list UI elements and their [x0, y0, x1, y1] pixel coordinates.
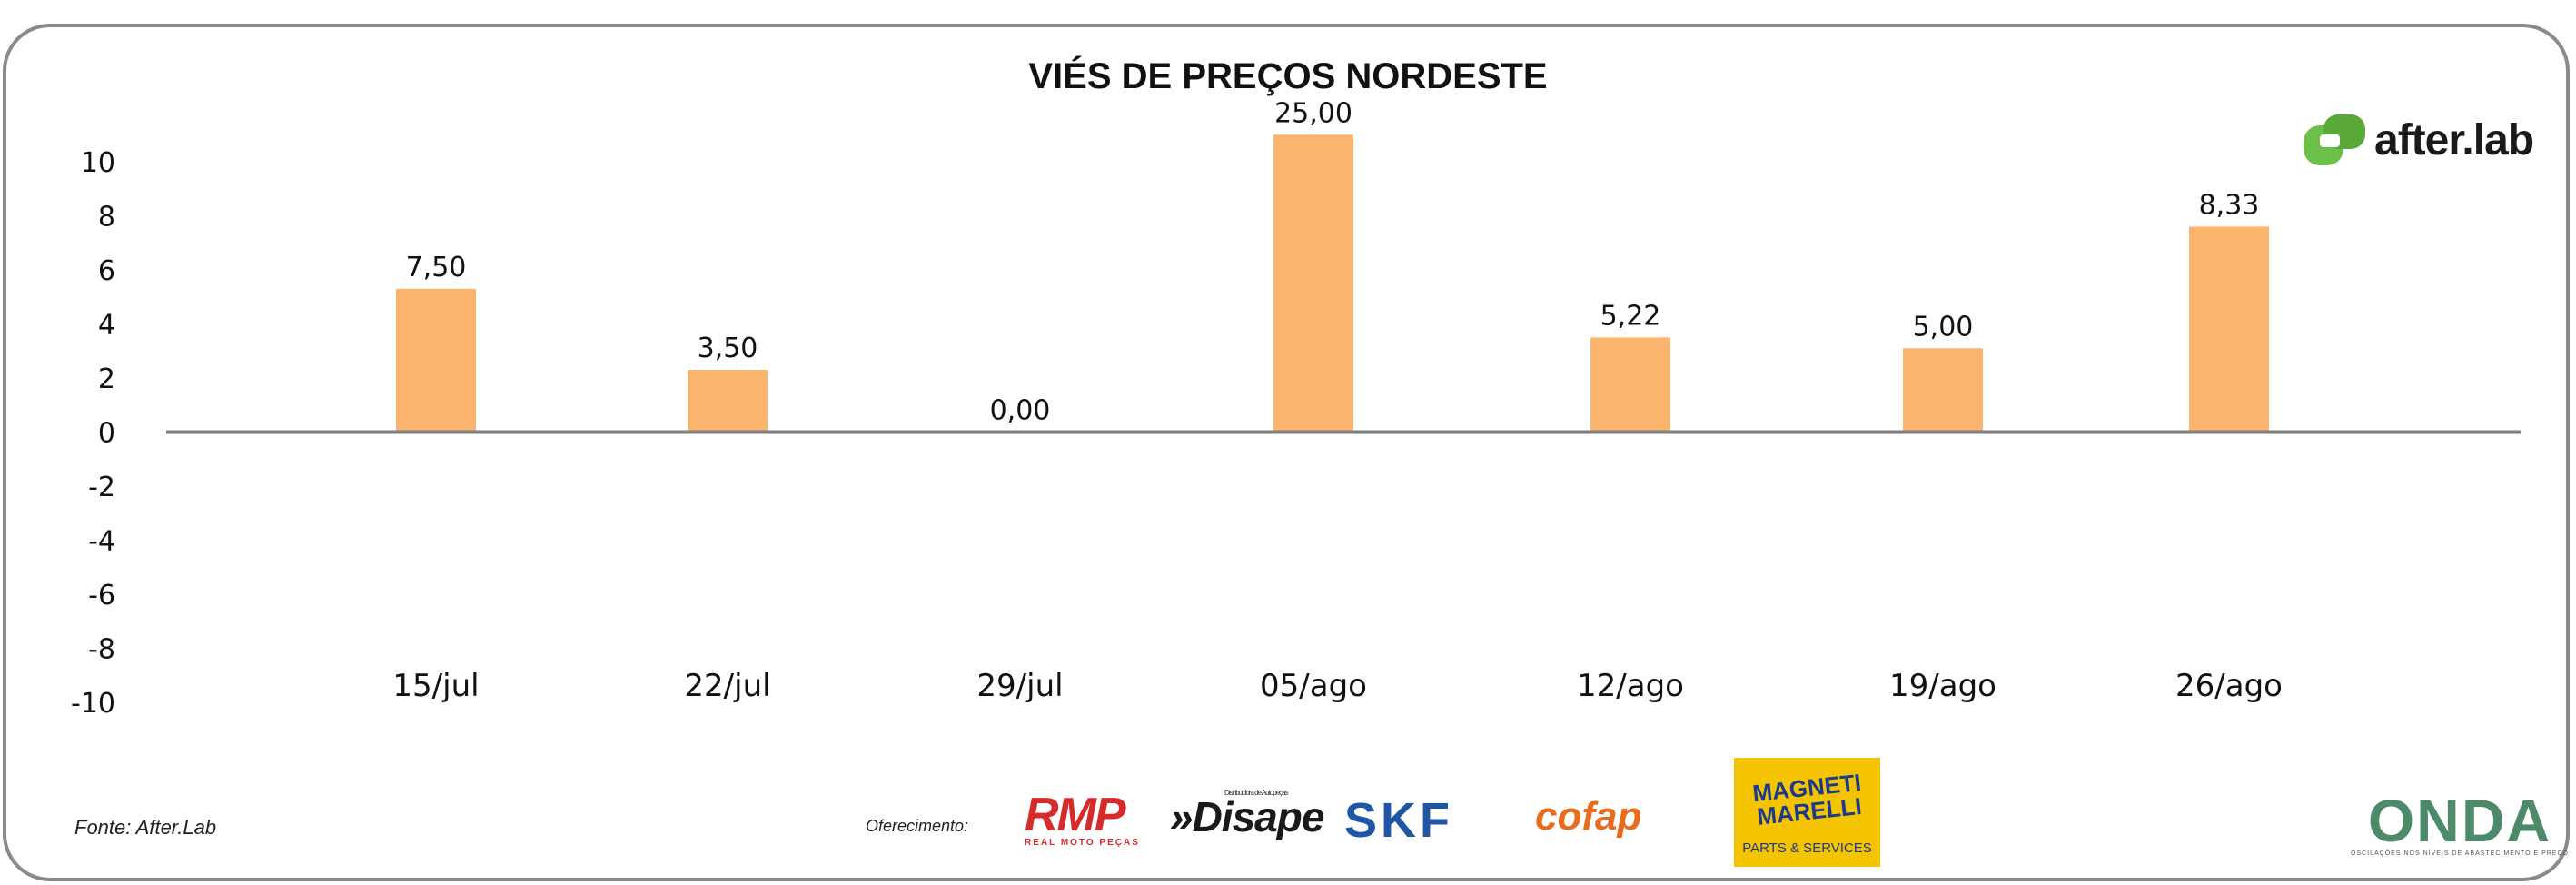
y-tick-label: -10 — [71, 688, 115, 720]
bar — [2189, 226, 2269, 433]
data-label: 8,33 — [2199, 189, 2260, 221]
magneti-marelli-logo: MAGNETI MARELLI PARTS & SERVICES — [1734, 758, 1880, 867]
sponsors-label: Oferecimento: — [866, 817, 969, 835]
afterlab-logo: after.lab — [2304, 114, 2534, 165]
disape-logo-subtitle: Distribuidora de Autopeças — [1224, 789, 1289, 797]
y-tick-label: 4 — [98, 310, 115, 342]
rmp-logo: RMP REAL MOTO PEÇAS — [1025, 789, 1146, 848]
y-tick-label: -2 — [88, 472, 115, 503]
source-note: Fonte: After.Lab — [74, 816, 217, 839]
data-label: 3,50 — [698, 333, 758, 364]
y-tick-label: 2 — [98, 363, 115, 395]
x-tick-label: 05/ago — [1260, 668, 1367, 704]
x-tick-label: 22/jul — [684, 668, 770, 704]
x-tick-label: 19/ago — [1889, 668, 1996, 704]
afterlab-logo-icon — [2304, 114, 2365, 165]
magneti-marelli-logo-text: MAGNETI MARELLI — [1731, 751, 1884, 830]
onda-logo-tagline: OSCILAÇÕES NOS NÍVEIS DE ABASTECIMENTO E… — [2351, 850, 2569, 857]
bar — [1903, 348, 1983, 433]
disape-logo-text: »Disape — [1170, 793, 1324, 840]
bar — [1273, 134, 1353, 433]
onda-logo-text: ONDA — [2367, 787, 2552, 854]
onda-logo: ONDA OSCILAÇÕES NOS NÍVEIS DE ABASTECIME… — [2351, 791, 2569, 857]
data-label: 7,50 — [406, 252, 467, 283]
y-tick-label: 8 — [98, 202, 115, 234]
data-label: 0,00 — [990, 395, 1051, 427]
data-label: 25,00 — [1274, 97, 1352, 129]
y-tick-label: 10 — [81, 147, 115, 179]
bar — [396, 288, 476, 433]
x-tick-label: 12/ago — [1577, 668, 1684, 704]
afterlab-logo-text: after.lab — [2374, 115, 2534, 164]
skf-logo: SKF — [1344, 793, 1453, 848]
disape-logo: Distribuidora de Autopeças »Disape — [1170, 789, 1324, 841]
cofap-logo: cofap — [1535, 794, 1642, 839]
y-tick-label: -4 — [88, 526, 115, 558]
y-tick-label: 0 — [98, 418, 115, 450]
chart-title: VIÉS DE PREÇOS NORDESTE — [1028, 56, 1548, 96]
data-label: 5,22 — [1600, 300, 1661, 332]
x-tick-label: 15/jul — [392, 668, 479, 704]
bar — [688, 370, 768, 433]
rmp-logo-subtitle: REAL MOTO PEÇAS — [1025, 838, 1140, 848]
x-tick-label: 29/jul — [976, 668, 1063, 704]
x-tick-label: 26/ago — [2175, 668, 2283, 704]
y-tick-label: -6 — [88, 580, 115, 612]
y-tick-label: -8 — [88, 634, 115, 666]
magneti-marelli-subtitle: PARTS & SERVICES — [1742, 840, 1872, 856]
y-tick-label: 6 — [98, 255, 115, 287]
bar — [1590, 337, 1670, 433]
rmp-logo-text: RMP — [1025, 789, 1126, 841]
data-label: 5,00 — [1913, 311, 1974, 343]
